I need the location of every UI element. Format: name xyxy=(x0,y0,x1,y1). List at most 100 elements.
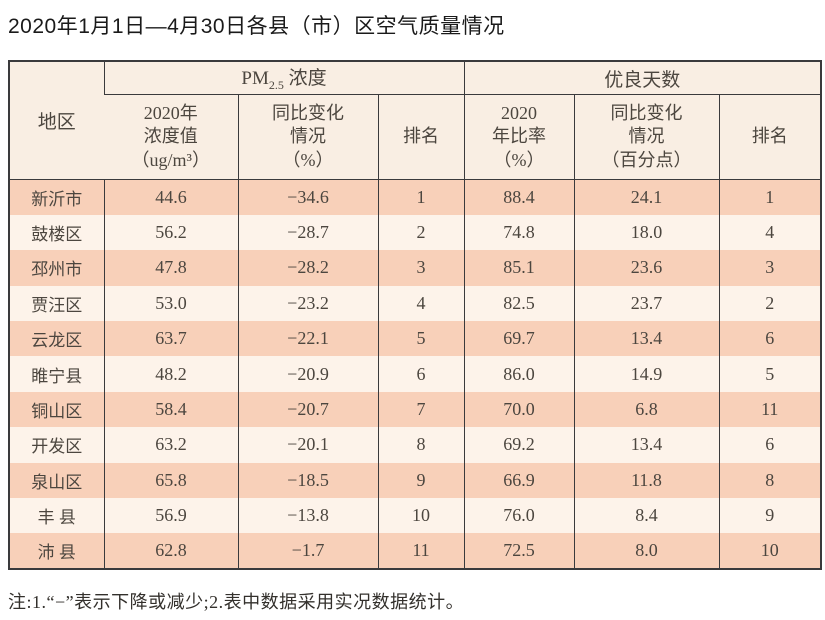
pm25-group-prefix: PM xyxy=(241,68,269,90)
cell-good-ratio: 88.4 xyxy=(463,179,574,215)
cell-pm25-change: −18.5 xyxy=(237,462,378,498)
cell-good-rank: 9 xyxy=(718,497,821,534)
cell-pm25-rank: 7 xyxy=(377,391,464,428)
cell-good-rank: 1 xyxy=(718,179,821,215)
page-title: 2020年1月1日—4月30日各县（市）区空气质量情况 xyxy=(8,15,505,38)
cell-good-ratio: 76.0 xyxy=(463,497,574,534)
cell-pm25-value: 53.0 xyxy=(103,285,238,321)
cell-region: 丰 县 xyxy=(37,508,76,528)
cell-pm25-change: −20.9 xyxy=(237,356,378,392)
cell-good-rank: 6 xyxy=(718,320,821,357)
cell-good-ratio: 85.1 xyxy=(463,250,574,286)
col-header-good-rank: 排名 xyxy=(718,94,821,180)
cell-pm25-rank: 10 xyxy=(377,497,464,534)
cell-pm25-rank: 5 xyxy=(377,320,464,357)
air-quality-table: 地区 PM2.5 浓度 优良天数 2020年 浓度值 （ug/m³） 同比变化 … xyxy=(8,60,822,570)
cell-pm25-value: 63.2 xyxy=(103,427,238,463)
cell-good-change: 14.9 xyxy=(573,356,719,392)
cell-pm25-change: −20.1 xyxy=(237,427,378,463)
col-header-region: 地区 xyxy=(9,61,104,180)
cell-good-rank: 4 xyxy=(718,214,821,251)
col-header-pm25-rank: 排名 xyxy=(377,94,464,180)
cell-pm25-value: 56.9 xyxy=(103,497,238,534)
table-row: 睢宁县 48.2 −20.9 6 86.0 14.9 5 xyxy=(9,356,821,392)
cell-pm25-rank: 8 xyxy=(377,427,464,463)
table-row: 泉山区 65.8 −18.5 9 66.9 11.8 8 xyxy=(9,462,821,498)
cell-good-ratio: 74.8 xyxy=(463,214,574,251)
cell-good-rank: 8 xyxy=(718,462,821,498)
cell-pm25-value: 47.8 xyxy=(103,250,238,286)
cell-pm25-change: −34.6 xyxy=(237,179,378,215)
cell-pm25-change: −13.8 xyxy=(237,497,378,534)
table-row: 丰 县 56.9 −13.8 10 76.0 8.4 9 xyxy=(9,497,821,534)
cell-pm25-change: −28.2 xyxy=(237,250,378,286)
cell-pm25-change: −28.7 xyxy=(237,214,378,251)
cell-region: 鼓楼区 xyxy=(31,224,83,244)
cell-pm25-rank: 2 xyxy=(377,214,464,251)
cell-pm25-value: 62.8 xyxy=(103,533,238,569)
table-row: 开发区 63.2 −20.1 8 69.2 13.4 6 xyxy=(9,427,821,463)
table-row: 铜山区 58.4 −20.7 7 70.0 6.8 11 xyxy=(9,391,821,428)
cell-good-ratio: 72.5 xyxy=(463,533,574,569)
table-body: 新沂市 44.6 −34.6 1 88.4 24.1 1 鼓楼区 56.2 −28.7 2 74.8 1… xyxy=(9,179,821,569)
cell-good-ratio: 82.5 xyxy=(463,285,574,321)
table-header: 地区 PM2.5 浓度 优良天数 2020年 浓度值 （ug/m³） 同比变化 … xyxy=(9,61,821,180)
cell-pm25-change: −1.7 xyxy=(237,533,378,569)
cell-good-change: 23.6 xyxy=(573,250,719,286)
cell-region: 沛 县 xyxy=(37,542,76,562)
cell-region: 开发区 xyxy=(31,437,83,457)
cell-good-ratio: 66.9 xyxy=(463,462,574,498)
table-row: 邳州市 47.8 −28.2 3 85.1 23.6 3 xyxy=(9,250,821,286)
header-row-subcolumns: 2020年 浓度值 （ug/m³） 同比变化 情况 （%） 排名 2020 年比… xyxy=(9,94,821,180)
cell-region: 铜山区 xyxy=(31,401,83,421)
cell-good-change: 8.0 xyxy=(573,533,719,569)
header-row-groups: 地区 PM2.5 浓度 优良天数 xyxy=(9,61,821,180)
cell-region: 云龙区 xyxy=(31,331,83,351)
cell-good-rank: 10 xyxy=(718,533,821,569)
cell-pm25-value: 58.4 xyxy=(103,391,238,428)
cell-good-rank: 3 xyxy=(718,250,821,286)
cell-good-rank: 11 xyxy=(718,391,821,428)
cell-pm25-value: 63.7 xyxy=(103,320,238,357)
cell-good-change: 8.4 xyxy=(573,497,719,534)
cell-good-ratio: 70.0 xyxy=(463,391,574,428)
pm25-group-suffix: 浓度 xyxy=(283,68,327,90)
col-group-pm25: PM2.5 浓度 xyxy=(103,61,464,95)
cell-pm25-change: −22.1 xyxy=(237,320,378,357)
cell-good-change: 18.0 xyxy=(573,214,719,251)
table-row: 沛 县 62.8 −1.7 11 72.5 8.0 10 xyxy=(9,533,821,569)
cell-region: 新沂市 xyxy=(31,189,83,209)
cell-pm25-change: −20.7 xyxy=(237,391,378,428)
cell-good-rank: 2 xyxy=(718,285,821,321)
table-row: 贾汪区 53.0 −23.2 4 82.5 23.7 2 xyxy=(9,285,821,321)
cell-pm25-rank: 3 xyxy=(377,250,464,286)
table-row: 云龙区 63.7 −22.1 5 69.7 13.4 6 xyxy=(9,320,821,357)
cell-good-ratio: 86.0 xyxy=(463,356,574,392)
cell-pm25-value: 56.2 xyxy=(103,214,238,251)
col-header-good-ratio: 2020 年比率 （%） xyxy=(463,94,574,180)
cell-good-rank: 5 xyxy=(718,356,821,392)
table-row: 鼓楼区 56.2 −28.7 2 74.8 18.0 4 xyxy=(9,214,821,251)
cell-region: 睢宁县 xyxy=(31,366,83,386)
cell-pm25-value: 65.8 xyxy=(103,462,238,498)
col-header-pm25-value: 2020年 浓度值 （ug/m³） xyxy=(104,94,238,180)
cell-pm25-rank: 4 xyxy=(377,285,464,321)
cell-pm25-rank: 6 xyxy=(377,356,464,392)
cell-good-change: 11.8 xyxy=(573,462,719,498)
col-header-pm25-change: 同比变化 情况 （%） xyxy=(237,94,378,180)
cell-pm25-value: 48.2 xyxy=(103,356,238,392)
cell-good-change: 13.4 xyxy=(573,320,719,357)
col-header-good-change: 同比变化 情况 （百分点） xyxy=(573,94,719,180)
cell-good-ratio: 69.2 xyxy=(463,427,574,463)
cell-region: 贾汪区 xyxy=(31,295,83,315)
cell-region: 泉山区 xyxy=(31,472,83,492)
footnote: 注:1.“−”表示下降或减少;2.表中数据采用实况数据统计。 xyxy=(8,591,465,612)
cell-pm25-rank: 11 xyxy=(377,533,464,569)
cell-good-rank: 6 xyxy=(718,427,821,463)
cell-good-ratio: 69.7 xyxy=(463,320,574,357)
cell-good-change: 13.4 xyxy=(573,427,719,463)
cell-region: 邳州市 xyxy=(31,260,83,280)
cell-pm25-rank: 9 xyxy=(377,462,464,498)
pm25-group-subscript: 2.5 xyxy=(268,78,284,93)
